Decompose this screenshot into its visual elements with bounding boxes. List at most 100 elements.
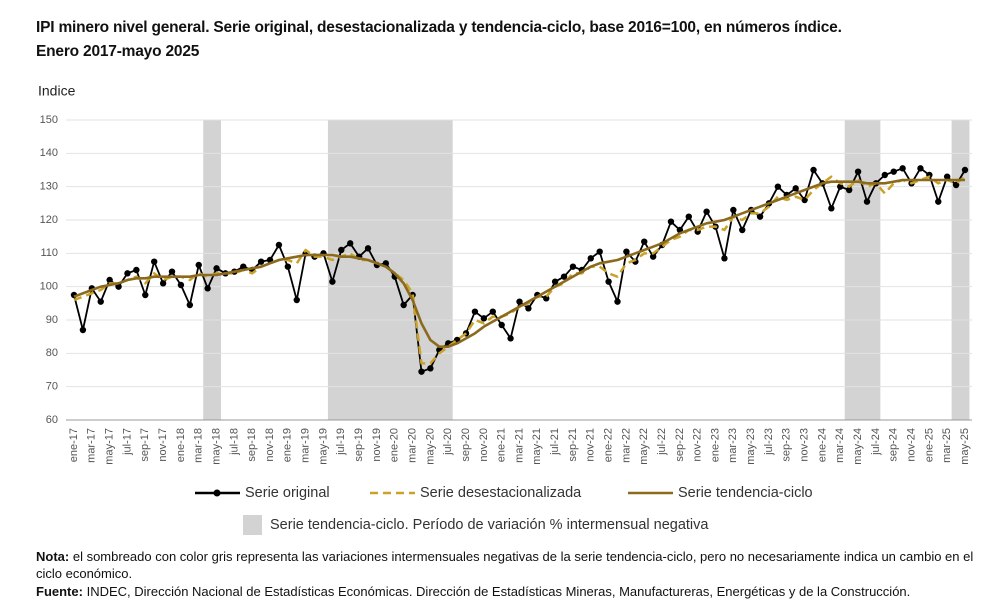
- data-point: [560, 273, 568, 280]
- x-tick-label: may-19: [317, 428, 329, 465]
- data-point: [293, 296, 300, 304]
- x-tick-label: may-21: [531, 428, 543, 465]
- note-text: el sombreado con color gris representa l…: [36, 549, 974, 581]
- x-tick-label: jul-21: [549, 428, 561, 456]
- x-tick-label: jul-24: [870, 428, 882, 456]
- x-tick-label: jul-17: [121, 428, 133, 456]
- x-tick-label: nov-21: [585, 428, 597, 462]
- data-point: [890, 168, 897, 175]
- legend-marker: [213, 489, 221, 497]
- x-tick-label: mar-24: [834, 428, 846, 463]
- data-point: [347, 240, 354, 247]
- data-point: [338, 246, 345, 254]
- legend-swatch: [243, 515, 262, 535]
- data-point: [569, 263, 577, 270]
- data-point: [115, 283, 122, 290]
- x-tick-label: mar-20: [406, 428, 418, 463]
- legend-label: Serie desestacionalizada: [420, 485, 582, 501]
- x-tick-label: nov-18: [264, 428, 276, 462]
- data-point: [899, 165, 906, 172]
- data-point: [195, 261, 202, 269]
- x-tick-label: ene-23: [709, 428, 721, 462]
- x-tick-label: ene-17: [68, 428, 80, 462]
- x-tick-label: nov-23: [799, 428, 811, 462]
- x-tick-label: ene-19: [282, 428, 294, 462]
- data-point: [721, 255, 728, 262]
- data-point: [213, 265, 220, 272]
- data-point: [142, 291, 149, 299]
- y-axis-label: Indice: [38, 83, 76, 99]
- data-point: [168, 268, 176, 275]
- data-point: [284, 263, 292, 270]
- source-label: Fuente:: [36, 584, 83, 599]
- data-point: [596, 248, 603, 255]
- data-point: [774, 183, 782, 190]
- series-line: [73, 175, 966, 365]
- data-point: [935, 198, 942, 205]
- x-tick-label: mar-19: [300, 428, 312, 463]
- x-tick-label: mar-21: [513, 428, 525, 463]
- data-point: [810, 166, 817, 174]
- x-tick-label: sep-20: [460, 428, 472, 462]
- x-tick-label: jul-22: [656, 428, 668, 456]
- data-point: [845, 186, 853, 194]
- y-tick-label: 140: [40, 147, 58, 159]
- data-point: [177, 281, 185, 289]
- x-tick-label: jul-19: [335, 428, 347, 456]
- data-point: [329, 278, 336, 285]
- data-point: [961, 166, 969, 174]
- data-point: [257, 258, 265, 265]
- data-point: [801, 196, 808, 204]
- x-tick-label: ene-20: [389, 428, 401, 462]
- data-point: [97, 298, 104, 305]
- data-point: [79, 326, 87, 334]
- data-point: [400, 301, 407, 309]
- data-point: [427, 365, 434, 372]
- y-tick-label: 100: [40, 281, 58, 293]
- source-text: INDEC, Dirección Nacional de Estadística…: [86, 584, 911, 599]
- data-point: [739, 226, 746, 234]
- data-point: [649, 253, 657, 260]
- data-point: [881, 171, 889, 179]
- y-tick-label: 90: [46, 314, 58, 326]
- x-tick-label: may-20: [424, 428, 436, 465]
- x-tick-label: sep-19: [353, 428, 365, 462]
- x-tick-label: may-22: [638, 428, 650, 465]
- data-point: [159, 280, 167, 287]
- shade-band: [844, 120, 881, 420]
- y-tick-label: 60: [46, 414, 58, 426]
- data-point: [204, 285, 211, 292]
- source: Fuente: INDEC, Dirección Nacional de Est…: [36, 583, 986, 600]
- data-point: [952, 181, 960, 189]
- x-tick-label: sep-22: [674, 428, 686, 462]
- data-point: [418, 368, 425, 375]
- x-tick-label: ene-22: [603, 428, 615, 462]
- data-point: [551, 278, 559, 285]
- data-point: [471, 308, 479, 315]
- series-line: [73, 178, 965, 348]
- data-point: [124, 270, 131, 277]
- data-point: [792, 185, 799, 192]
- data-point: [240, 263, 247, 270]
- data-point: [614, 298, 621, 305]
- y-tick-label: 130: [40, 181, 58, 193]
- x-tick-label: sep-21: [567, 428, 579, 462]
- x-tick-label: ene-24: [816, 428, 828, 462]
- legend-label: Serie original: [245, 485, 330, 501]
- x-tick-label: sep-18: [246, 428, 258, 462]
- note-label: Nota:: [36, 549, 70, 564]
- x-tick-label: jul-23: [763, 428, 775, 456]
- legend-label: Serie tendencia-ciclo: [678, 485, 813, 501]
- data-point: [364, 245, 372, 252]
- y-tick-label: 80: [46, 347, 58, 359]
- x-tick-label: may-25: [959, 428, 971, 465]
- x-tick-label: may-18: [210, 428, 222, 465]
- data-point: [641, 238, 648, 245]
- chart: Indice 60 70 80 90 100 110 120 130 140 150 ene-17 m…: [38, 83, 972, 535]
- x-tick-label: ene-18: [175, 428, 187, 462]
- shade-band: [951, 120, 970, 420]
- data-point: [854, 168, 862, 175]
- x-tick-label: sep-24: [888, 428, 900, 462]
- data-point: [756, 213, 764, 220]
